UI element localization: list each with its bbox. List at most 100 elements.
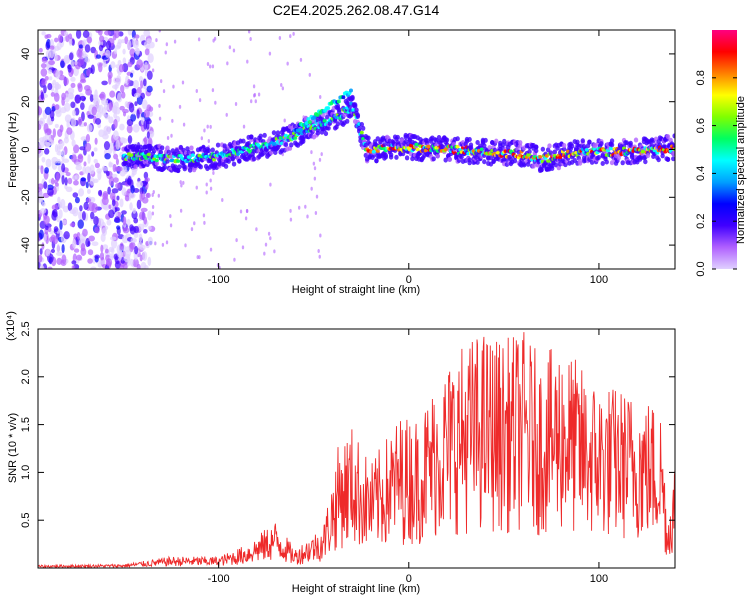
- spectrogram-noise-blob: [85, 133, 91, 143]
- spectrogram-noise-blob: [48, 60, 56, 66]
- spectrogram-speck: [208, 64, 212, 69]
- spectrogram-noise-blob: [55, 109, 62, 118]
- spectrogram-ridge-halo: [533, 148, 539, 154]
- spectrogram-ridge-halo: [609, 138, 615, 144]
- spectrogram-noise-blob: [128, 192, 136, 199]
- spectrogram-noise-blob: [102, 244, 109, 250]
- spectrogram-speck: [232, 48, 236, 53]
- spectrogram-speck: [200, 136, 204, 141]
- spectrogram-noise-blob: [81, 210, 86, 221]
- spectrogram-noise-blob: [139, 191, 143, 202]
- spectrogram-ridge-halo: [467, 160, 472, 166]
- spectrogram-noise-blob: [143, 120, 148, 130]
- spectrogram-ytick-label: -20: [20, 189, 32, 205]
- spectrogram-noise-blob: [43, 181, 48, 190]
- spectrogram-noise-blob: [119, 242, 124, 251]
- spectrogram-ridge-point: [129, 153, 134, 158]
- spectrogram-noise-blob: [63, 77, 69, 86]
- spectrogram-noise-blob: [113, 48, 118, 55]
- spectrogram-speck: [190, 227, 194, 232]
- spectrogram-noise-blob: [108, 162, 114, 168]
- spectrogram-noise-blob: [97, 170, 102, 181]
- spectrogram-noise-blob: [110, 61, 116, 69]
- spectrogram-noise-blob: [84, 85, 91, 91]
- spectrogram-speck: [249, 36, 252, 41]
- spectrogram-ridge-halo: [577, 160, 583, 166]
- spectrogram-noise-blob: [132, 123, 140, 133]
- spectrogram-noise-blob: [127, 30, 132, 36]
- spectrogram-noise-blob: [143, 30, 151, 37]
- spectrogram-noise-blob: [72, 175, 77, 180]
- spectrogram-noise-blob: [108, 176, 115, 187]
- spectrogram-noise-blob: [67, 202, 73, 212]
- spectrogram-noise-blob: [74, 196, 80, 204]
- spectrogram-noise-blob: [143, 264, 149, 269]
- spectrogram-speck: [281, 86, 285, 91]
- spectrogram-ridge-halo: [539, 167, 544, 173]
- spectrogram-noise-blob: [44, 75, 49, 81]
- spectrogram-noise-blob: [82, 228, 88, 237]
- spectrogram-speck: [235, 238, 238, 243]
- spectrogram-noise-blob: [94, 162, 100, 169]
- spectrogram-speck: [312, 161, 316, 166]
- spectrogram-noise-blob: [91, 203, 98, 213]
- spectrogram-noise-blob: [38, 191, 44, 198]
- spectrogram-noise-blob: [147, 210, 153, 221]
- spectrogram-noise-blob: [38, 183, 44, 190]
- spectrogram-noise-blob: [87, 114, 95, 119]
- spectrogram-ridge-halo: [620, 160, 625, 166]
- spectrogram-ridge-halo: [210, 147, 215, 153]
- spectrogram-noise-blob: [114, 211, 119, 217]
- spectrogram-ridge-point: [236, 152, 241, 156]
- spectrogram-noise-blob: [63, 136, 69, 144]
- spectrogram-speck: [165, 42, 169, 47]
- spectrogram-noise-blob: [99, 35, 105, 43]
- spectrogram-noise-blob: [60, 60, 65, 69]
- spectrogram-ridge-halo: [549, 166, 555, 172]
- spectrogram-noise-blob: [57, 196, 61, 204]
- spectrogram-x-axis-label: Height of straight line (km): [292, 284, 420, 296]
- spectrogram-ridge-halo: [350, 95, 355, 101]
- spectrogram-speck: [226, 61, 229, 66]
- spectrogram-noise-blob: [113, 30, 120, 39]
- spectrogram-ridge-halo: [482, 143, 487, 149]
- spectrogram-ridge-halo: [374, 158, 379, 164]
- spectrogram-noise-blob: [78, 188, 85, 197]
- spectrogram-ridge-halo: [230, 155, 235, 161]
- spectrogram-noise-blob: [80, 243, 86, 252]
- spectrogram-noise-blob: [136, 59, 144, 69]
- spectrogram-ridge-halo: [604, 159, 609, 165]
- spectrogram-noise-blob: [94, 226, 99, 234]
- spectrogram-noise-blob: [101, 106, 107, 117]
- spectrogram-ridge-halo: [162, 164, 168, 170]
- spectrogram-noise-blob: [41, 57, 48, 63]
- spectrogram-noise-blob: [74, 60, 78, 66]
- spectrogram-speck: [310, 186, 313, 191]
- spectrogram-noise-blob: [52, 128, 56, 138]
- spectrogram-noise-blob: [47, 82, 53, 91]
- spectrogram-noise-blob: [85, 181, 89, 189]
- spectrogram-noise-blob: [143, 171, 149, 180]
- spectrogram-speck: [214, 100, 217, 105]
- spectrogram-noise-blob: [67, 177, 73, 185]
- spectrogram-branch-point: [336, 99, 341, 104]
- snr-y-axis-label: SNR (10 * v/v): [7, 413, 19, 483]
- spectrogram-ridge-point: [146, 152, 151, 157]
- snr-ticks: -100 0 100 0.5 1.0 1.5 2.0 2.5: [20, 321, 675, 585]
- spectrogram-noise-blob: [115, 76, 121, 87]
- colorbar-label: Normalized spectral amplitude: [735, 96, 747, 244]
- spectrogram-speck: [246, 59, 249, 64]
- spectrogram-ridge-halo: [672, 143, 675, 149]
- spectrogram-ridge-halo: [665, 134, 671, 140]
- spectrogram-noise-blob: [133, 225, 140, 234]
- spectrogram-speck: [172, 84, 175, 89]
- spectrogram-noise-blob: [83, 201, 89, 211]
- spectrogram-branch-point: [341, 95, 346, 100]
- spectrogram-noise-blob: [146, 38, 152, 43]
- spectrogram-speck: [225, 112, 228, 117]
- spectrogram-noise-blob: [133, 232, 139, 238]
- spectrogram-ridge-halo: [177, 164, 182, 170]
- spectrogram-ridge-halo: [271, 130, 277, 136]
- spectrogram-noise-blob: [131, 88, 137, 93]
